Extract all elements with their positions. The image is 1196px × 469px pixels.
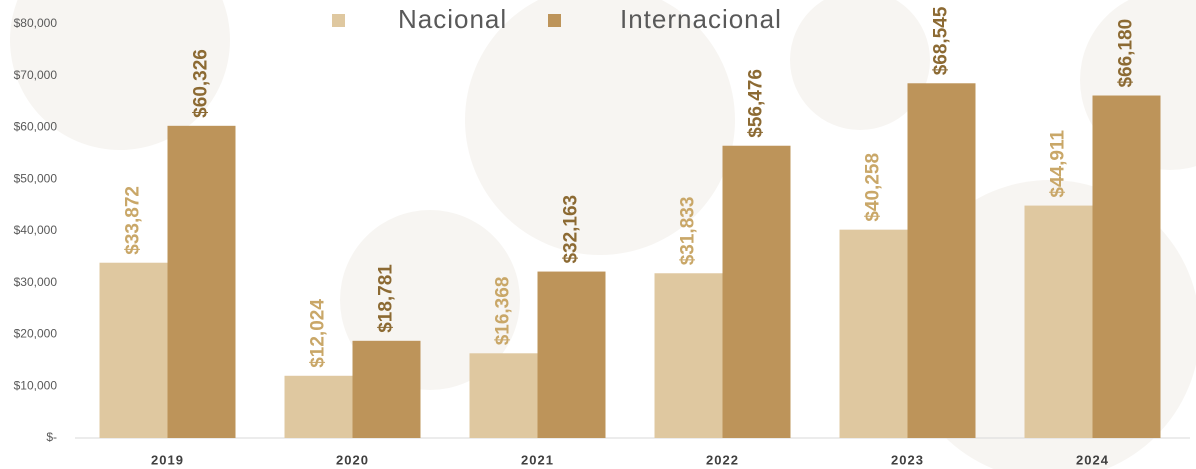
value-label: $32,163 — [561, 195, 582, 264]
value-label: $44,911 — [1048, 130, 1069, 198]
legend: Nacional Internacional — [332, 4, 782, 34]
y-tick-label: $60,000 — [14, 120, 58, 134]
bar — [1024, 205, 1093, 438]
legend-label: Nacional — [398, 4, 507, 34]
x-tick-label: 2023 — [891, 452, 924, 467]
bar — [722, 145, 791, 438]
bar — [839, 229, 908, 438]
legend-swatch — [548, 14, 561, 27]
bar — [99, 262, 168, 438]
y-tick-label: $80,000 — [14, 16, 58, 30]
y-tick-label: $10,000 — [14, 378, 58, 392]
legend-swatch — [332, 14, 345, 27]
bar — [654, 273, 723, 438]
y-tick-label: $20,000 — [14, 327, 58, 341]
value-label: $40,258 — [863, 153, 884, 222]
x-tick-label: 2021 — [521, 452, 554, 467]
x-tick-label: 2019 — [151, 452, 184, 467]
value-label: $68,545 — [931, 6, 952, 75]
bar — [284, 375, 353, 438]
value-label: $31,833 — [678, 197, 699, 266]
x-tick-label: 2024 — [1076, 452, 1109, 467]
bar — [469, 353, 538, 438]
bar — [352, 340, 421, 438]
value-label: $56,476 — [746, 69, 767, 138]
bar — [537, 271, 606, 438]
y-tick-label: $50,000 — [14, 171, 58, 185]
y-tick-label: $40,000 — [14, 223, 58, 237]
y-tick-label: $- — [46, 430, 57, 444]
value-label: $18,781 — [376, 264, 397, 333]
y-tick-label: $70,000 — [14, 68, 58, 82]
value-label: $12,024 — [308, 299, 329, 368]
value-label: $33,872 — [123, 186, 144, 255]
value-label: $60,326 — [191, 49, 212, 118]
y-tick-label: $30,000 — [14, 275, 58, 289]
value-label: $16,368 — [493, 277, 514, 346]
bar — [167, 125, 236, 438]
x-tick-label: 2022 — [706, 452, 739, 467]
value-label: $66,180 — [1116, 19, 1137, 88]
x-tick-label: 2020 — [336, 452, 369, 467]
bar — [907, 83, 976, 438]
legend-label: Internacional — [620, 4, 782, 34]
bar — [1092, 95, 1161, 439]
